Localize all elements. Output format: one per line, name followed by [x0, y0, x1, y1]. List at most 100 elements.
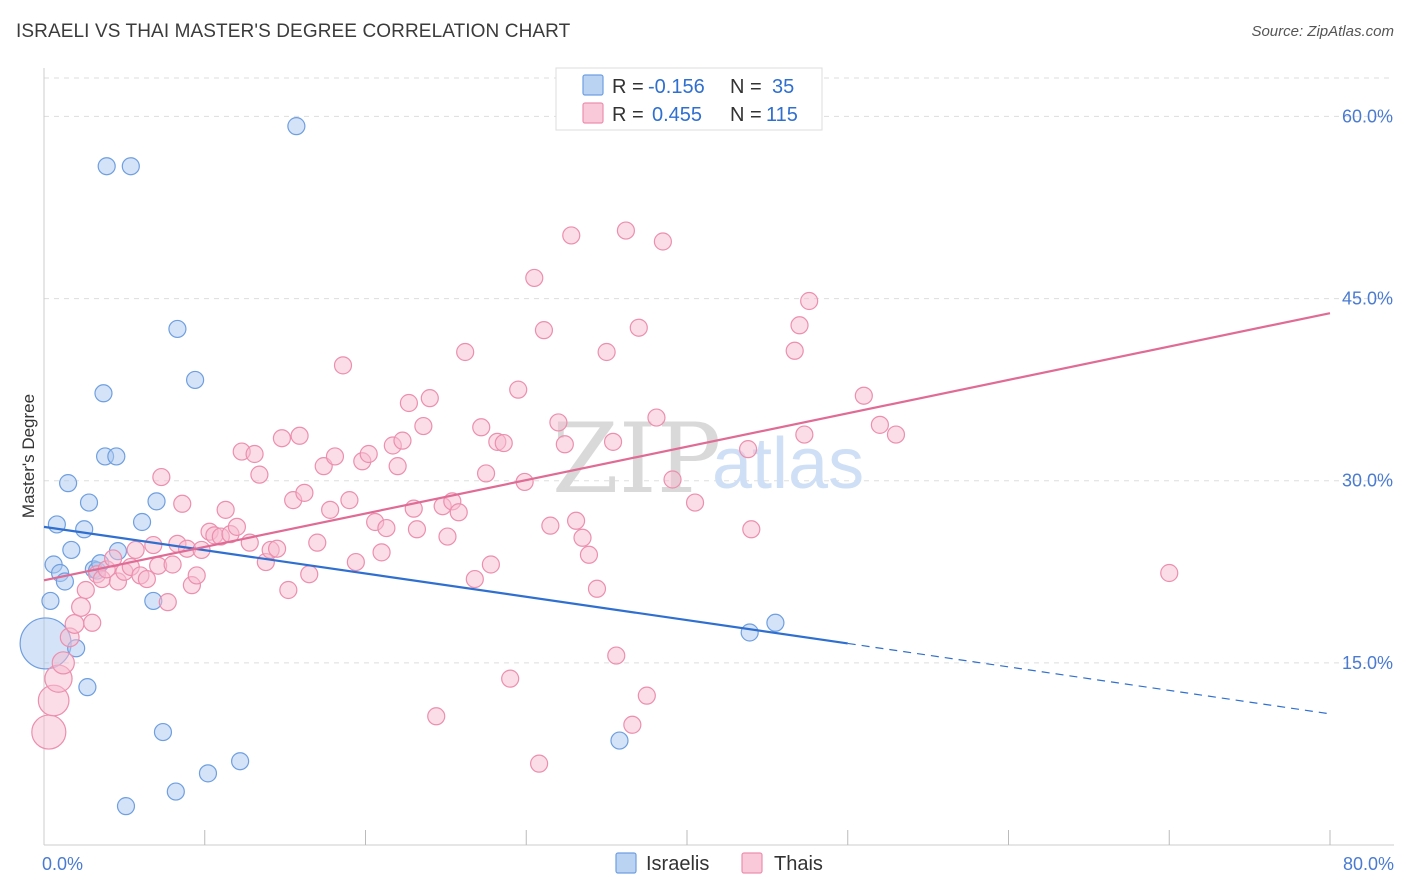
y-axis-tick-labels: 15.0% 30.0% 45.0% 60.0%: [1342, 106, 1393, 672]
thais-point-90: [562, 226, 581, 245]
thais-point-64: [399, 393, 419, 413]
thais-point-59: [372, 543, 391, 562]
trendline-thais: [43, 312, 1331, 582]
thais-point-42: [267, 539, 287, 558]
gridlines: [44, 77, 1394, 664]
thais-point-5: [64, 614, 85, 634]
legend-swatch-israelis: [582, 74, 604, 96]
thais-point-73: [449, 503, 468, 522]
thais-point-114: [886, 425, 906, 444]
thais-point-66: [407, 520, 427, 539]
israelis-point-16: [97, 157, 116, 176]
israelis-point-15: [94, 384, 113, 403]
thais-point-8: [83, 613, 102, 632]
thais-point-105: [685, 493, 705, 512]
chart-title: ISRAELI VS THAI MASTER'S DEGREE CORRELAT…: [16, 21, 571, 42]
israelis-point-25: [153, 722, 173, 742]
thais-point-84: [525, 268, 544, 288]
thais-point-98: [616, 221, 636, 240]
legend-bottom-label-thais: Thais: [774, 853, 823, 875]
x-tick-label-0: 0.0%: [42, 854, 83, 874]
series-legend: Israelis Thais: [615, 852, 823, 875]
legend-bottom-swatch-israelis: [615, 852, 637, 874]
thais-point-74: [456, 342, 475, 362]
legend-r-label-israelis: R =: [612, 76, 644, 98]
thais-point-6: [71, 597, 91, 617]
thais-point-102: [647, 408, 666, 427]
thais-point-23: [163, 555, 182, 574]
legend-r-value-israelis: -0.156: [648, 76, 705, 98]
y-tick-label-1: 30.0%: [1342, 471, 1393, 491]
thais-point-63: [393, 431, 412, 450]
y-tick-label-0: 15.0%: [1342, 653, 1393, 673]
thais-point-94: [587, 579, 607, 598]
israelis-point-24: [147, 492, 166, 511]
x-axis-tick-labels: 0.0% 80.0%: [42, 854, 1394, 874]
source-credit: Source: ZipAtlas.com: [1251, 23, 1394, 40]
thais-point-25: [173, 494, 192, 513]
israelis-point-26: [166, 782, 185, 801]
thais-point-76: [472, 418, 491, 437]
thais-point-109: [790, 316, 809, 335]
israelis-point-9: [75, 520, 94, 539]
israelis-point-29: [198, 764, 218, 783]
thais-point-33: [216, 500, 235, 519]
thais-point-7: [76, 580, 95, 600]
legend-r-value-thais: 0.455: [652, 104, 702, 126]
thais-point-111: [800, 291, 819, 311]
thais-point-87: [541, 516, 560, 535]
x-axis-ticks: [43, 830, 1331, 845]
thais-point-39: [250, 465, 269, 484]
thais-point-86: [534, 321, 554, 340]
thais-point-88: [549, 413, 568, 432]
israelis-point-7: [62, 540, 81, 560]
legend-bottom-swatch-thais: [741, 852, 763, 874]
thais-point-67: [414, 416, 433, 436]
thais-point-19: [144, 535, 163, 555]
thais-point-69: [427, 707, 446, 726]
thais-point-112: [854, 386, 873, 405]
thais-point-93: [579, 545, 599, 564]
thais-point-89: [555, 435, 574, 454]
thais-point-52: [325, 447, 345, 466]
thais-point-71: [438, 527, 457, 546]
thais-point-96: [603, 432, 623, 451]
thais-point-47: [295, 483, 314, 502]
thais-point-77: [481, 555, 500, 574]
thais-point-18: [137, 569, 156, 589]
thais-point-55: [346, 552, 365, 572]
thais-point-104: [663, 470, 682, 489]
thais-point-108: [785, 341, 804, 360]
thais-point-91: [566, 511, 586, 530]
thais-point-16: [126, 540, 145, 560]
trendline-israelis: [43, 525, 848, 645]
x-tick-label-1: 80.0%: [1343, 854, 1394, 874]
thais-point-97: [607, 646, 626, 665]
israelis-point-32: [610, 731, 629, 750]
thais-point-28: [187, 566, 206, 585]
legend-bottom-label-israelis: Israelis: [646, 853, 709, 875]
thais-point-57: [359, 444, 378, 464]
israelis-point-30: [231, 752, 250, 771]
thais-point-60: [377, 518, 396, 538]
x-axis: [43, 830, 1394, 846]
y-tick-label-3: 60.0%: [1342, 106, 1393, 126]
y-tick-label-2: 45.0%: [1342, 289, 1393, 309]
israelis-point-6: [59, 474, 78, 493]
thais-point-82: [509, 380, 528, 399]
israelis-point-11: [79, 493, 99, 512]
thais-point-51: [321, 500, 340, 519]
thais-point-53: [333, 356, 353, 375]
thais-point-21: [152, 467, 171, 487]
israelis-point-21: [121, 157, 140, 176]
thais-point-54: [340, 491, 359, 510]
thais-point-62: [388, 457, 407, 476]
thais-point-95: [597, 342, 616, 362]
thais-point-115: [1160, 563, 1179, 583]
thais-point-0: [31, 714, 67, 750]
israelis-point-28: [186, 370, 205, 390]
israelis-point-1: [41, 591, 60, 611]
thais-point-99: [623, 715, 642, 734]
thais-point-48: [300, 565, 319, 584]
legend-n-value-thais: 115: [766, 104, 798, 126]
